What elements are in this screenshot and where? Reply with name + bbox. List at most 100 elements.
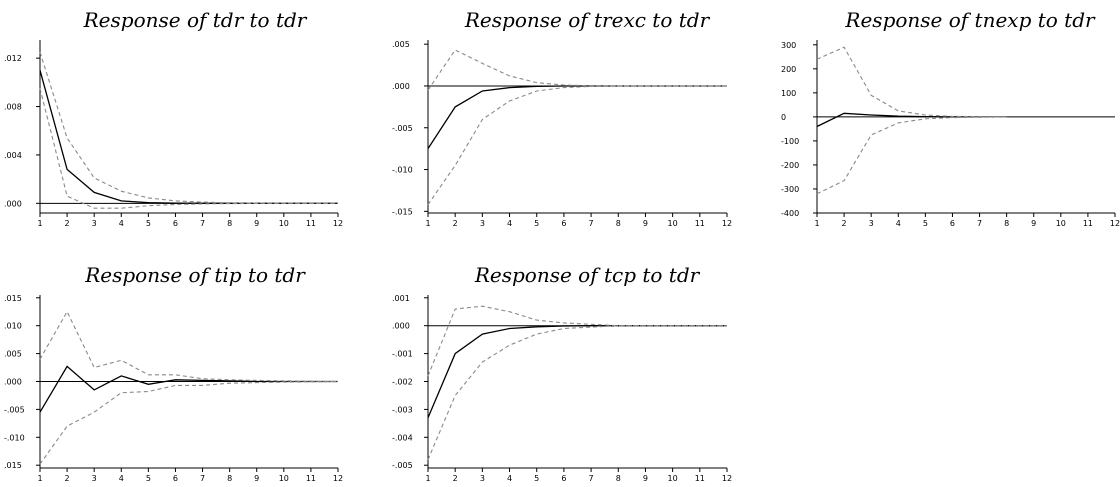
x-tick-label: 12 — [722, 474, 732, 483]
chart-title: Response of tnexp to tdr — [844, 8, 1096, 32]
x-tick-label: 12 — [333, 474, 343, 483]
x-tick-label: 10 — [279, 474, 289, 483]
x-tick-label: 7 — [200, 474, 205, 483]
y-tick-label: -.001 — [392, 350, 413, 359]
x-tick-label: 1 — [425, 219, 430, 228]
y-tick-label: .010 — [4, 322, 22, 331]
lower-band-line — [39, 88, 338, 209]
x-tick-label: 2 — [65, 219, 70, 228]
x-tick-label: 8 — [227, 219, 232, 228]
y-tick-label: -300 — [781, 185, 799, 194]
x-tick-label: 4 — [507, 474, 512, 483]
x-tick-label: 10 — [668, 219, 678, 228]
chart-title: Response of tdr to tdr — [83, 8, 308, 32]
x-tick-label: 5 — [534, 474, 539, 483]
response-line — [39, 365, 338, 413]
y-tick-label: .000 — [392, 322, 410, 331]
chart-title: Response of tcp to tdr — [474, 263, 701, 287]
x-tick-label: 4 — [507, 219, 512, 228]
x-tick-label: 7 — [589, 474, 594, 483]
x-tick-label: 6 — [173, 474, 178, 483]
y-tick-label: -.015 — [392, 207, 413, 216]
x-tick-label: 5 — [146, 474, 151, 483]
chart-title: Response of tip to tdr — [84, 263, 306, 287]
y-tick-label: .015 — [4, 461, 22, 470]
lower-band-line — [39, 380, 339, 465]
x-tick-label: 3 — [92, 474, 97, 483]
y-tick-label: -400 — [781, 209, 799, 218]
y-tick-label: -200 — [781, 161, 799, 170]
x-tick-label: 11 — [695, 474, 705, 483]
x-tick-label: 11 — [306, 219, 316, 228]
chart-panel-1: Response of tdr to tdr .000 .004 .008 .012 1 2… — [4, 8, 343, 228]
chart-panel-3: Response of tnexp to tdr -400 -300 -200 -100… — [781, 8, 1120, 228]
x-tick-label: 11 — [306, 474, 316, 483]
x-tick-label: 12 — [333, 219, 343, 228]
response-line — [816, 112, 1007, 128]
x-tick-label: 10 — [1056, 219, 1066, 228]
response-line — [427, 325, 727, 419]
x-tick-label: 2 — [842, 219, 847, 228]
upper-band-line — [427, 49, 727, 91]
x-tick-label: 3 — [480, 219, 485, 228]
x-tick-label: 6 — [950, 219, 955, 228]
y-tick-label: 0 — [781, 113, 786, 122]
y-tick-label: .012 — [4, 54, 22, 63]
x-tick-label: 8 — [1004, 219, 1009, 228]
y-tick-label: -.002 — [392, 378, 413, 387]
upper-band-line — [39, 310, 339, 383]
y-tick-label: .000 — [4, 378, 22, 387]
x-tick-label: 1 — [814, 219, 819, 228]
y-tick-label: .008 — [4, 103, 22, 112]
x-tick-label: 7 — [200, 219, 205, 228]
x-tick-label: 3 — [480, 474, 485, 483]
x-tick-label: 3 — [92, 219, 97, 228]
x-tick-label: 5 — [534, 219, 539, 228]
x-tick-label: 8 — [616, 219, 621, 228]
x-tick-label: 5 — [923, 219, 928, 228]
chart-title: Response of trexc to tdr — [464, 8, 711, 32]
x-tick-label: 2 — [65, 474, 70, 483]
x-tick-label: 12 — [1110, 219, 1120, 228]
y-tick-label: .015 — [4, 294, 22, 303]
chart-panel-2: Response of trexc to tdr -.015 -.010 -.005.… — [392, 8, 732, 228]
x-tick-label: 9 — [254, 219, 259, 228]
x-tick-label: 8 — [227, 474, 232, 483]
x-tick-label: 6 — [561, 219, 566, 228]
x-tick-label: 3 — [869, 219, 874, 228]
x-tick-label: 11 — [695, 219, 705, 228]
chart-panel-5: Response of tcp to tdr -.005 -.004 -.003 -.0… — [392, 263, 732, 483]
y-tick-label: .004 — [4, 151, 22, 160]
x-tick-label: 9 — [643, 219, 648, 228]
x-tick-label: 6 — [561, 474, 566, 483]
y-tick-label: -.005 — [392, 124, 413, 133]
y-tick-label: -.010 — [4, 433, 25, 442]
upper-band-line — [39, 51, 338, 204]
chart-panel-4: Response of tip to tdr .015 -.010 -.005 .000… — [4, 263, 343, 483]
y-tick-label: .005 — [4, 350, 22, 359]
x-tick-label: 1 — [425, 474, 430, 483]
x-tick-label: 5 — [146, 219, 151, 228]
y-tick-label: -100 — [781, 137, 799, 146]
y-tick-label: 100 — [781, 89, 796, 98]
x-tick-label: 10 — [668, 474, 678, 483]
upper-band-line — [816, 46, 1007, 118]
x-tick-label: 2 — [453, 219, 458, 228]
y-tick-label: .000 — [4, 199, 22, 208]
y-tick-label: -.005 — [392, 461, 413, 470]
y-tick-label: 300 — [781, 41, 796, 50]
x-tick-label: 7 — [589, 219, 594, 228]
lower-band-line — [427, 85, 727, 205]
y-tick-label: .005 — [392, 40, 410, 49]
x-tick-label: 9 — [254, 474, 259, 483]
y-tick-label: -.005 — [4, 405, 25, 414]
x-tick-label: 4 — [119, 474, 124, 483]
x-tick-label: 6 — [173, 219, 178, 228]
x-tick-label: 1 — [37, 474, 42, 483]
y-tick-label: .000 — [392, 82, 410, 91]
y-tick-label: -.004 — [392, 433, 413, 442]
x-tick-label: 9 — [643, 474, 648, 483]
x-tick-label: 7 — [977, 219, 982, 228]
y-tick-label: -.010 — [392, 166, 413, 175]
